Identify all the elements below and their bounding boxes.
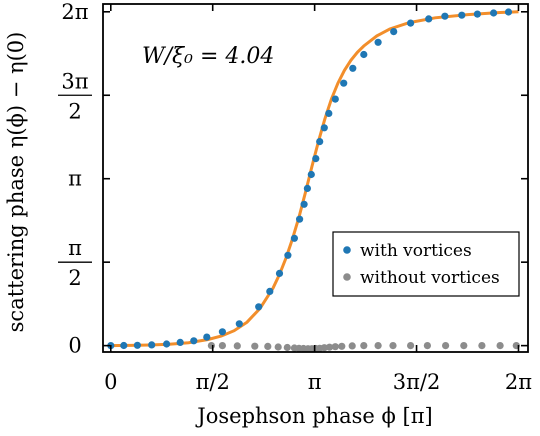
point-with-vortices: [133, 341, 141, 349]
point-with-vortices: [218, 328, 226, 336]
y-tick-denominator: 2: [68, 266, 81, 290]
point-with-vortices: [458, 11, 466, 19]
point-with-vortices: [441, 12, 449, 20]
point-without-vortices: [423, 342, 431, 350]
x-tick-label: 3π/2: [393, 370, 441, 394]
y-tick-label: π: [68, 167, 82, 191]
y-tick-numerator: π: [68, 236, 82, 260]
point-with-vortices: [255, 303, 263, 311]
point-with-vortices: [284, 251, 292, 259]
point-with-vortices: [148, 341, 156, 349]
point-with-vortices: [349, 64, 357, 72]
point-with-vortices: [120, 341, 128, 350]
point-with-vortices: [266, 287, 274, 295]
point-with-vortices: [307, 170, 315, 179]
legend-box: [332, 231, 520, 297]
legend-label: without vortices: [360, 268, 500, 288]
point-with-vortices: [407, 19, 415, 27]
x-tick-label: π: [308, 370, 322, 394]
point-without-vortices: [338, 342, 346, 350]
fit-curve-layer: [110, 10, 519, 348]
point-without-vortices: [233, 342, 241, 350]
legend-label: with vortices: [360, 241, 472, 261]
point-without-vortices: [348, 342, 356, 350]
y-tick-label: 0: [68, 334, 81, 358]
point-without-vortices: [207, 342, 215, 350]
point-without-vortices: [251, 342, 259, 350]
fit-curve: [110, 10, 519, 348]
point-with-vortices: [390, 28, 398, 36]
point-with-vortices: [490, 9, 498, 17]
legend-marker: [343, 246, 351, 254]
point-with-vortices: [275, 269, 284, 277]
point-with-vortices: [190, 337, 198, 345]
point-without-vortices: [374, 342, 382, 350]
point-with-vortices: [473, 10, 481, 18]
point-without-vortices: [325, 343, 334, 351]
point-without-vortices: [218, 342, 226, 350]
point-with-vortices: [296, 215, 304, 223]
point-with-vortices: [425, 15, 433, 23]
y-tick-label: 3π2: [58, 69, 92, 123]
x-tick-label: 2π: [505, 370, 532, 394]
point-without-vortices: [274, 343, 282, 351]
y-tick-numerator: 3π: [61, 69, 88, 93]
point-without-vortices: [478, 342, 486, 350]
point-without-vortices: [320, 344, 328, 352]
point-without-vortices: [389, 342, 397, 350]
point-with-vortices: [374, 38, 382, 46]
point-without-vortices: [360, 342, 368, 350]
point-with-vortices: [300, 200, 308, 208]
point-without-vortices: [496, 342, 504, 350]
point-with-vortices: [312, 155, 320, 163]
point-with-vortices: [235, 320, 243, 328]
point-without-vortices: [331, 343, 339, 351]
legend-marker: [343, 273, 351, 281]
point-with-vortices: [203, 333, 211, 341]
y-tick-label: 2π: [61, 0, 88, 24]
point-with-vortices: [331, 95, 339, 103]
y-tick-denominator: 2: [68, 99, 81, 123]
x-tick-label: 0: [104, 370, 117, 394]
point-with-vortices: [316, 138, 324, 146]
point-without-vortices: [407, 342, 415, 350]
legend: with vortices without vortices: [332, 231, 520, 297]
point-with-vortices: [325, 109, 333, 117]
data-points-layer: [107, 8, 520, 353]
point-without-vortices: [442, 342, 450, 350]
point-without-vortices: [460, 342, 468, 350]
x-axis-label: Josephson phase ϕ [π]: [195, 404, 432, 428]
point-with-vortices: [340, 79, 348, 87]
parameter-annotation: W/ξ₀ = 4.04: [142, 44, 274, 69]
y-tick-label: π2: [58, 236, 92, 290]
point-with-vortices: [163, 340, 171, 348]
point-with-vortices: [320, 124, 328, 132]
point-with-vortices: [176, 338, 184, 346]
point-with-vortices: [290, 234, 298, 242]
point-with-vortices: [303, 184, 311, 192]
point-without-vortices: [264, 342, 272, 350]
point-with-vortices: [504, 8, 513, 16]
point-without-vortices: [283, 343, 291, 352]
point-with-vortices: [360, 50, 368, 59]
x-tick-label: π/2: [196, 370, 230, 394]
y-axis-label: scattering phase η(ϕ) − η(0): [4, 32, 28, 333]
